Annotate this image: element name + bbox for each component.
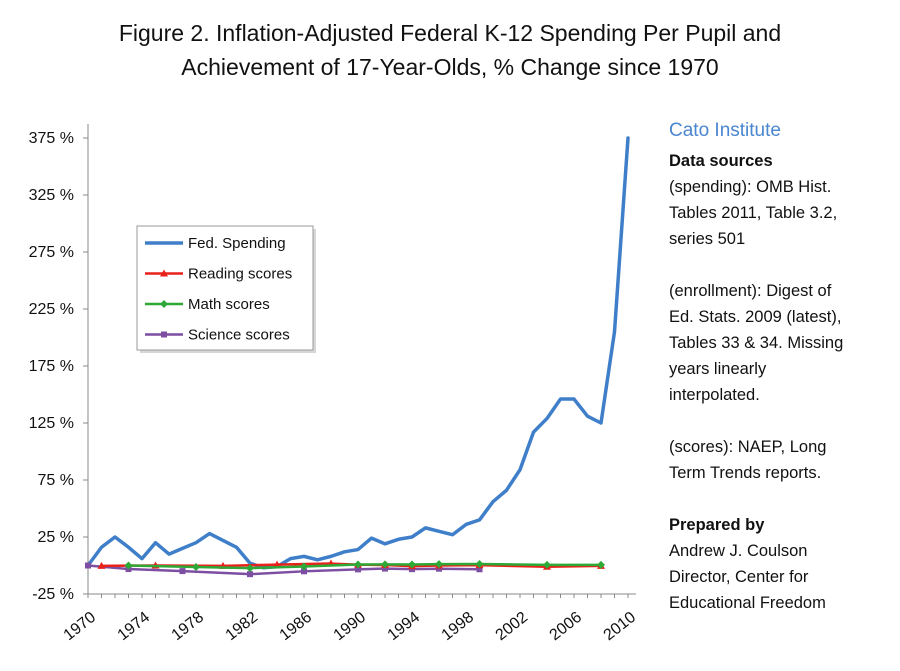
chart-title: Figure 2. Inflation-Adjusted Federal K-1… (0, 16, 900, 84)
y-tick-label: 125 % (29, 415, 74, 432)
data-point-math-scores (124, 561, 133, 570)
x-tick-label: 1990 (331, 609, 370, 644)
enrollment-source-line-1: (enrollment): Digest of (669, 282, 832, 300)
data-point-science-scores (301, 568, 307, 575)
legend-marker-math-scores (160, 300, 168, 308)
data-point-math-scores (475, 560, 484, 569)
author-name: Andrew J. Coulson (669, 542, 808, 560)
y-tick-label: 75 % (38, 472, 74, 489)
data-point-science-scores (247, 571, 253, 578)
sidebar-notes: Cato Institute Data sources (spending): … (669, 118, 897, 616)
x-tick-label: 1974 (115, 609, 154, 644)
legend-label-fed-spending: Fed. Spending (188, 235, 286, 252)
spending-source-line-3: series 501 (669, 230, 746, 248)
data-point-math-scores (543, 560, 551, 569)
author-title-line-2: Educational Freedom (669, 594, 826, 612)
series-line-fed-spending (86, 136, 630, 570)
data-point-math-scores (354, 560, 362, 569)
enrollment-source-line-3: Tables 33 & 34. Missing (669, 334, 844, 352)
y-tick-label: 325 % (29, 187, 74, 204)
y-tick-label: 25 % (38, 529, 74, 546)
legend-marker-reading-scores (160, 269, 168, 277)
scores-source-line-1: (scores): NAEP, Long (669, 438, 827, 456)
x-tick-label: 1978 (169, 609, 208, 644)
legend-marker-science-scores (161, 331, 167, 338)
x-tick-label: 1994 (385, 609, 424, 644)
data-point-math-scores (381, 560, 389, 569)
data-point-math-scores (246, 564, 254, 573)
prepared-by-header: Prepared by (669, 516, 765, 534)
legend-box (136, 225, 314, 351)
y-tick-label: 175 % (29, 358, 74, 375)
data-point-math-scores (597, 560, 605, 569)
data-point-math-scores (300, 562, 308, 571)
data-point-reading-scores (97, 561, 106, 569)
legend-label-math-scores: Math scores (188, 296, 270, 313)
x-tick-label: 1998 (439, 609, 478, 644)
data-point-science-scores (179, 568, 186, 575)
x-tick-label: 1970 (61, 609, 100, 644)
x-tick-label: 1986 (277, 609, 316, 644)
enrollment-source-line-4: years linearly (669, 360, 767, 378)
legend-label-science-scores: Science scores (188, 327, 290, 344)
data-point-science-scores (355, 566, 361, 573)
spending-source-line-2: Tables 2011, Table 3.2, (669, 204, 838, 222)
org-name: Cato Institute (669, 120, 781, 141)
y-tick-label: 375 % (29, 130, 74, 147)
y-tick-label: 225 % (29, 301, 74, 318)
series-line-science-scores (86, 564, 481, 576)
data-point-math-scores (192, 562, 200, 571)
x-tick-label: 2002 (493, 609, 532, 644)
x-tick-label: 2010 (601, 609, 640, 644)
data-sources-header: Data sources (669, 152, 773, 170)
spending-source-line-1: (spending): OMB Hist. (669, 178, 832, 196)
data-point-math-scores (435, 560, 443, 569)
legend-label-reading-scores: Reading scores (188, 266, 292, 283)
line-chart: -25 % 25 % 75 % 125 % 175 % 225 % 275 % 325 % 37… (29, 124, 640, 644)
y-tick-label: -25 % (32, 586, 74, 603)
chart-title-line-2: Achievement of 17-Year-Olds, % Change si… (181, 54, 719, 80)
scores-source-line-2: Term Trends reports. (669, 464, 822, 482)
data-point-science-scores (382, 565, 388, 572)
x-tick-label: 2006 (547, 609, 586, 644)
chart-title-line-1: Figure 2. Inflation-Adjusted Federal K-1… (118, 20, 782, 46)
data-point-math-scores (408, 560, 416, 569)
x-tick-label: 1982 (223, 609, 262, 644)
data-point-science-scores (436, 565, 442, 572)
data-point-science-scores (85, 562, 91, 569)
y-tick-label: 275 % (29, 244, 74, 261)
data-point-reading-scores (273, 560, 281, 568)
enrollment-source-line-5: interpolated. (669, 386, 760, 404)
data-point-science-scores (476, 566, 483, 573)
enrollment-source-line-2: Ed. Stats. 2009 (latest), (669, 308, 842, 326)
author-title-line-1: Director, Center for (669, 568, 809, 586)
